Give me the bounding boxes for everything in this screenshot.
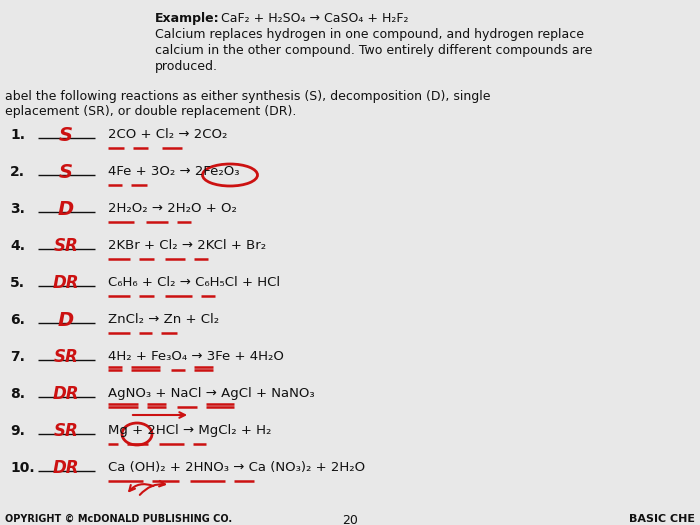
Text: Mg + 2HCl → MgCl₂ + H₂: Mg + 2HCl → MgCl₂ + H₂: [108, 424, 272, 437]
Text: ZnCl₂ → Zn + Cl₂: ZnCl₂ → Zn + Cl₂: [108, 313, 219, 326]
Text: 4Fe + 3O₂ → 2Fe₂O₃: 4Fe + 3O₂ → 2Fe₂O₃: [108, 165, 239, 178]
Text: 2KBr + Cl₂ → 2KCl + Br₂: 2KBr + Cl₂ → 2KCl + Br₂: [108, 239, 266, 252]
Text: produced.: produced.: [155, 60, 218, 73]
Text: DR: DR: [52, 459, 79, 477]
Text: D: D: [58, 311, 74, 330]
Text: 2H₂O₂ → 2H₂O + O₂: 2H₂O₂ → 2H₂O + O₂: [108, 202, 237, 215]
Text: S: S: [59, 163, 73, 182]
Text: AgNO₃ + NaCl → AgCl + NaNO₃: AgNO₃ + NaCl → AgCl + NaNO₃: [108, 387, 314, 400]
Text: 3.: 3.: [10, 202, 25, 216]
Text: 4H₂ + Fe₃O₄ → 3Fe + 4H₂O: 4H₂ + Fe₃O₄ → 3Fe + 4H₂O: [108, 350, 284, 363]
Text: 6.: 6.: [10, 313, 25, 327]
Text: SR: SR: [54, 348, 78, 366]
Text: 20: 20: [342, 514, 358, 525]
Text: S: S: [59, 126, 73, 145]
Text: CaF₂ + H₂SO₄ → CaSO₄ + H₂F₂: CaF₂ + H₂SO₄ → CaSO₄ + H₂F₂: [213, 12, 409, 25]
Text: 1.: 1.: [10, 128, 25, 142]
Text: 2.: 2.: [10, 165, 25, 179]
Text: BASIC CHE: BASIC CHE: [629, 514, 695, 524]
Text: C₆H₆ + Cl₂ → C₆H₅Cl + HCl: C₆H₆ + Cl₂ → C₆H₅Cl + HCl: [108, 276, 280, 289]
Text: DR: DR: [52, 274, 79, 292]
Text: Calcium replaces hydrogen in one compound, and hydrogen replace: Calcium replaces hydrogen in one compoun…: [155, 28, 584, 41]
Text: OPYRIGHT © McDONALD PUBLISHING CO.: OPYRIGHT © McDONALD PUBLISHING CO.: [5, 514, 232, 524]
Text: 5.: 5.: [10, 276, 25, 290]
Text: eplacement (SR), or double replacement (DR).: eplacement (SR), or double replacement (…: [5, 105, 296, 118]
Text: DR: DR: [52, 385, 79, 403]
Text: 9.: 9.: [10, 424, 25, 438]
Text: abel the following reactions as either synthesis (S), decomposition (D), single: abel the following reactions as either s…: [5, 90, 491, 103]
Text: 10.: 10.: [10, 461, 34, 475]
Text: Example:: Example:: [155, 12, 220, 25]
Text: 4.: 4.: [10, 239, 25, 253]
Text: 8.: 8.: [10, 387, 25, 401]
Text: calcium in the other compound. Two entirely different compounds are: calcium in the other compound. Two entir…: [155, 44, 592, 57]
Text: SR: SR: [54, 422, 78, 440]
Text: D: D: [58, 200, 74, 219]
Text: Ca (OH)₂ + 2HNO₃ → Ca (NO₃)₂ + 2H₂O: Ca (OH)₂ + 2HNO₃ → Ca (NO₃)₂ + 2H₂O: [108, 461, 365, 474]
Text: SR: SR: [54, 237, 78, 255]
Text: 2CO + Cl₂ → 2CO₂: 2CO + Cl₂ → 2CO₂: [108, 128, 228, 141]
Text: 7.: 7.: [10, 350, 25, 364]
